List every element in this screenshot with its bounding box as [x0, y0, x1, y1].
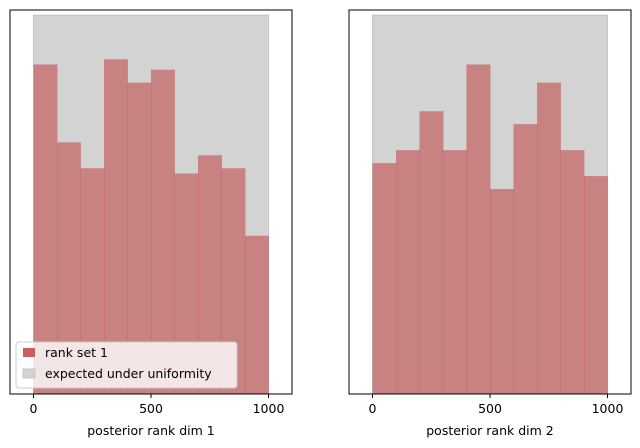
axes-frame: [348, 9, 632, 395]
legend-label-rank-set: rank set 1: [45, 345, 108, 360]
subplot-dim-2: 0 500 1000 posterior rank dim 2: [348, 9, 632, 438]
x-axis-ticks: 0 500 1000: [30, 394, 285, 416]
rank-histogram-bars: [372, 64, 608, 395]
subplot-dim-1: 0 500 1000 posterior rank dim 1: [9, 9, 293, 438]
histogram-bar: [198, 155, 222, 394]
legend-swatch-rank-set: [23, 348, 35, 357]
histogram-bar: [513, 124, 538, 394]
x-axis-ticks: 0 500 1000: [369, 394, 624, 416]
histogram-bar: [560, 150, 585, 394]
histogram-bar: [443, 150, 467, 394]
axes-frame: [9, 9, 293, 395]
histogram-bar: [57, 142, 81, 394]
histogram-bar: [396, 150, 420, 394]
x-tick-label: 0: [30, 401, 38, 416]
histogram-bar: [151, 69, 175, 395]
x-tick-label: 0: [369, 401, 377, 416]
histogram-bar: [419, 111, 444, 395]
histogram-bar: [372, 163, 397, 394]
rank-histogram-bars: [33, 59, 269, 395]
x-axis-label: posterior rank dim 1: [87, 423, 215, 438]
histogram-bar: [221, 168, 246, 394]
histogram-bar: [80, 168, 105, 394]
x-tick-label: 500: [478, 401, 502, 416]
legend: rank set 1 expected under uniformity: [15, 341, 238, 389]
x-axis-label: posterior rank dim 2: [426, 423, 554, 438]
legend-swatch-uniformity: [22, 368, 36, 379]
x-tick-label: 500: [139, 401, 163, 416]
legend-label-uniformity: expected under uniformity: [45, 366, 212, 381]
x-tick-label: 1000: [592, 401, 624, 416]
x-tick-label: 1000: [253, 401, 285, 416]
histogram-bar: [174, 173, 199, 394]
histogram-bar: [490, 189, 514, 394]
histogram-bar: [104, 59, 128, 394]
legend-frame: [15, 341, 238, 389]
histogram-bar: [537, 82, 561, 394]
histogram-bar: [33, 64, 58, 395]
histogram-bar: [584, 176, 608, 394]
histogram-bar: [245, 235, 269, 394]
histogram-bar: [127, 82, 152, 394]
histogram-bar: [466, 64, 491, 395]
